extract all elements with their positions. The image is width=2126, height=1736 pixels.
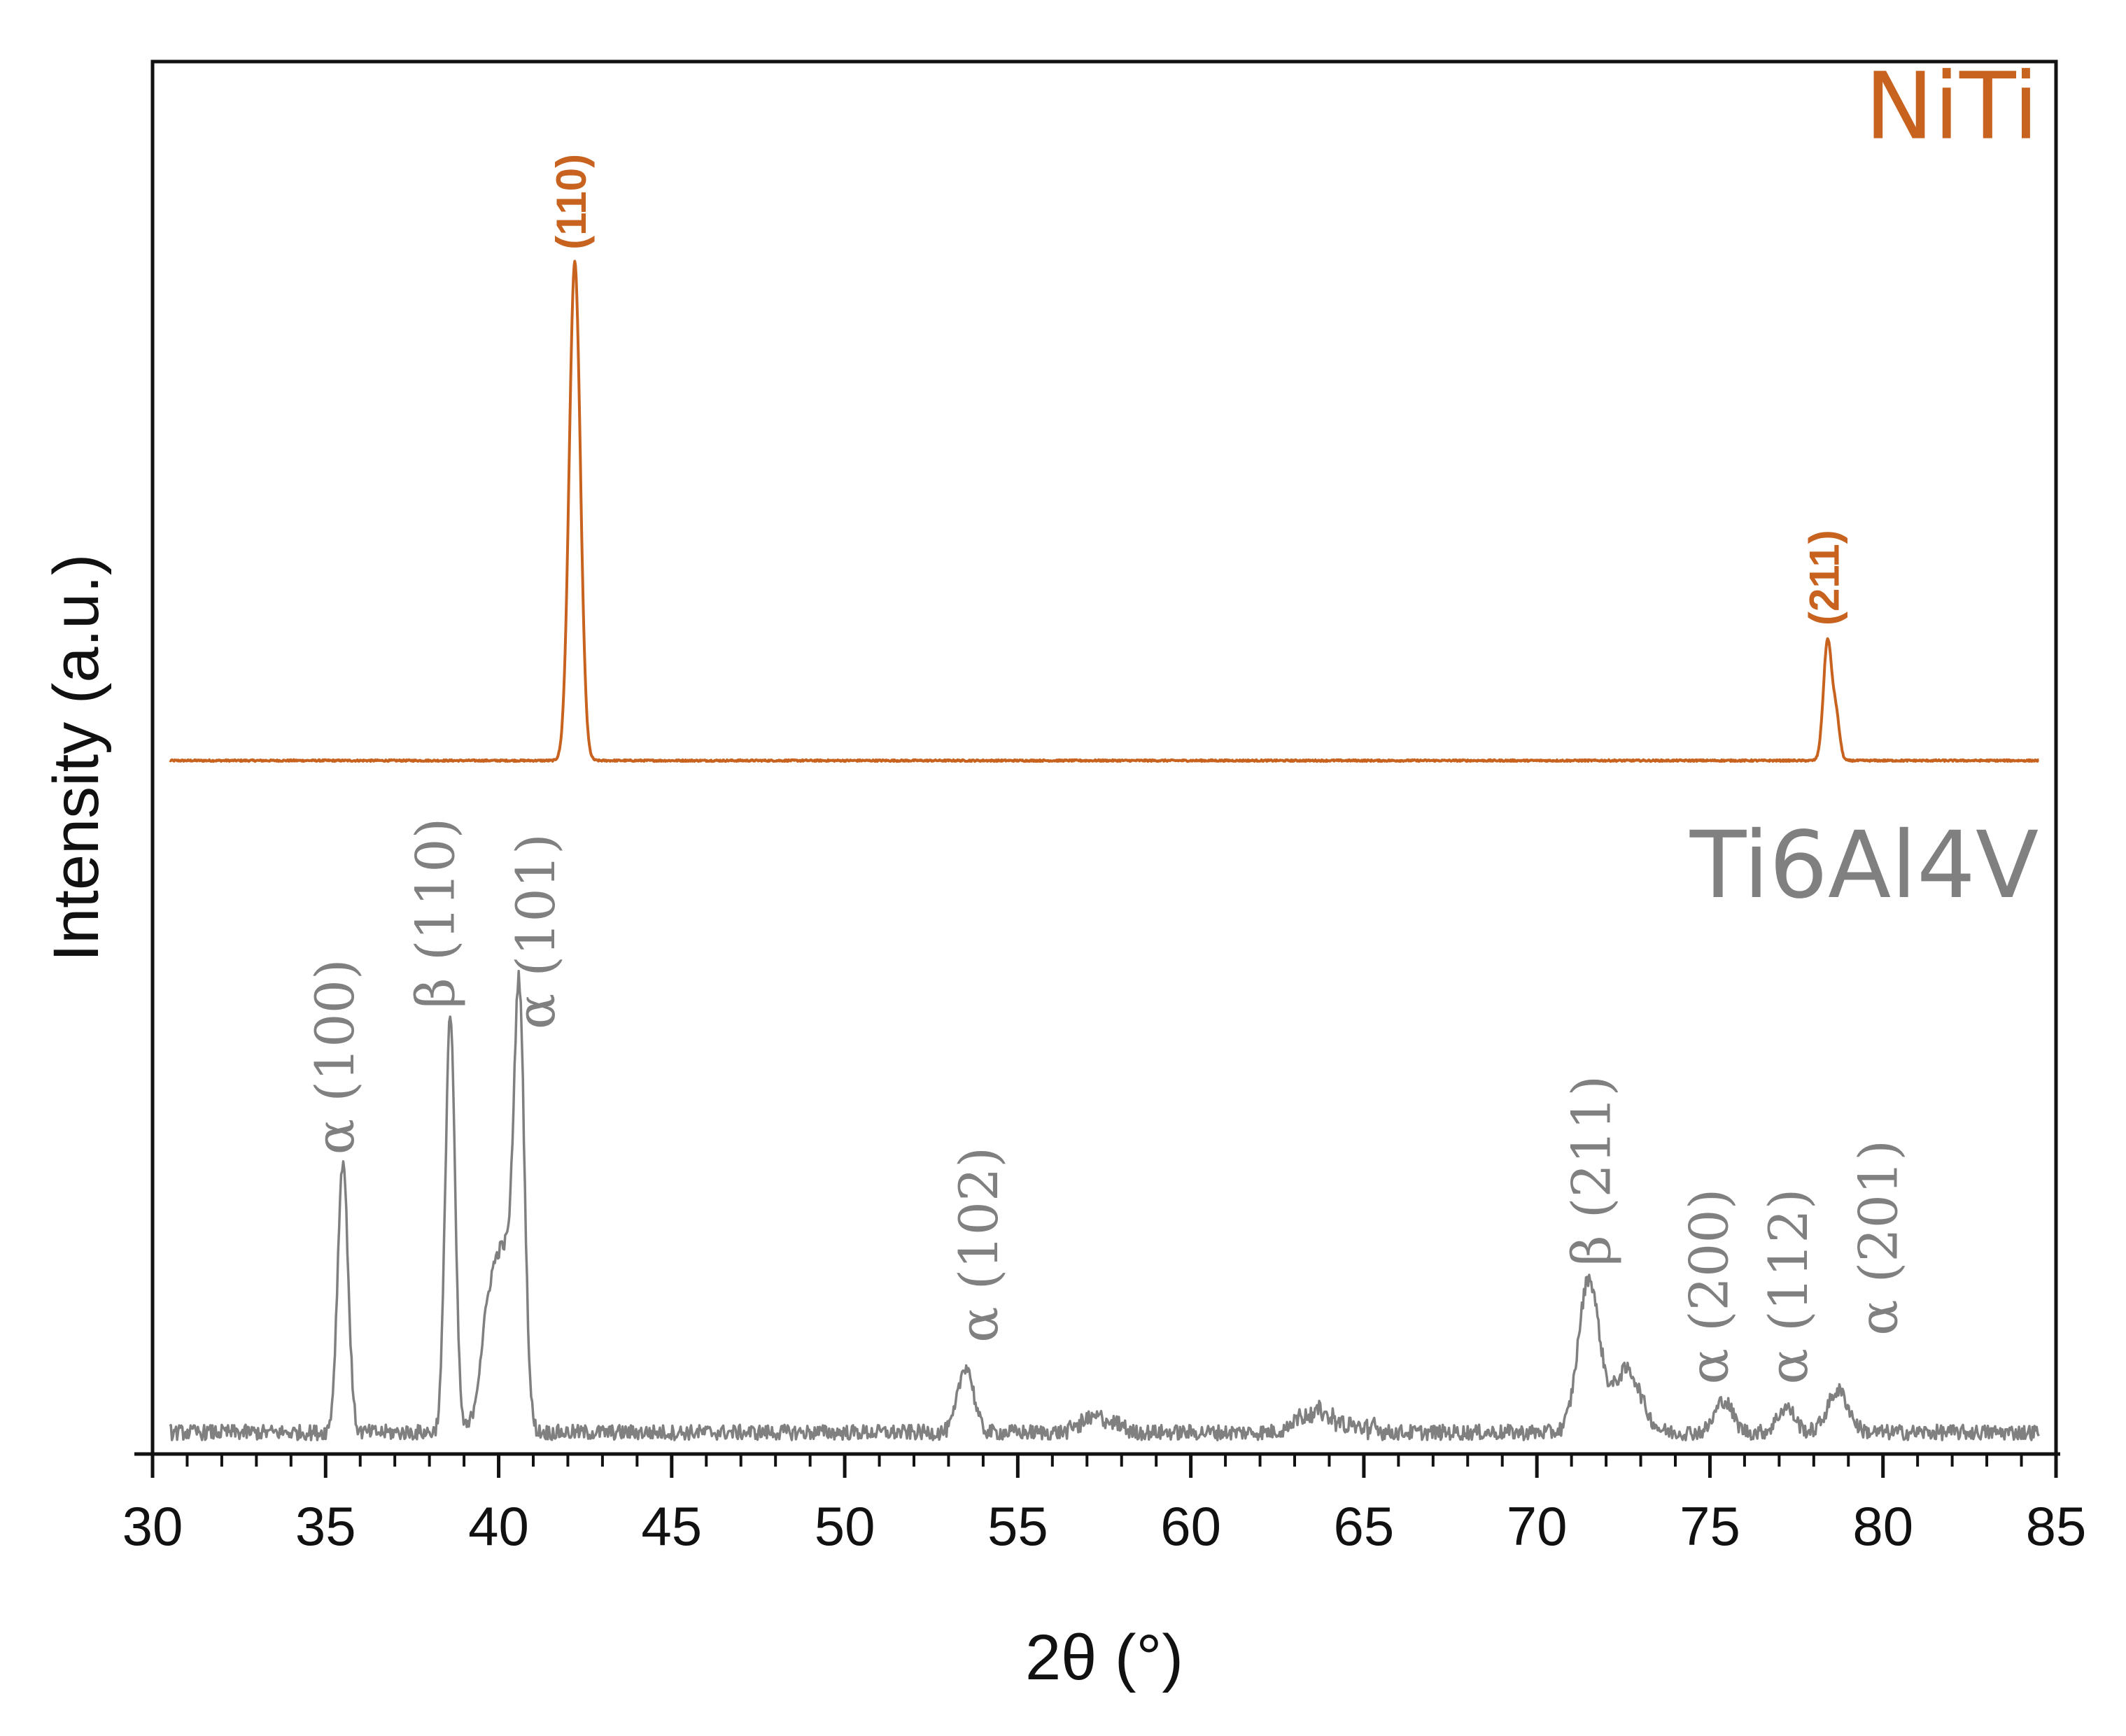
x-axis-title: 2θ (°) (1025, 1622, 1183, 1693)
series-name-label: Ti6Al4V (1689, 812, 2039, 919)
peak-label: (211) (1801, 530, 1847, 626)
series-labels: NiTi Ti6Al4V (1689, 52, 2039, 919)
x-tick-label: 75 (1680, 1495, 1740, 1557)
peak-label: α (102) (948, 1147, 1010, 1343)
x-tick-label: 60 (1160, 1495, 1221, 1557)
peak-label: (110) (548, 154, 595, 250)
x-tick-label: 35 (295, 1495, 356, 1557)
x-tick-label: 65 (1334, 1495, 1395, 1557)
peak-label: α (200) (1677, 1189, 1740, 1385)
peak-label: β (110) (404, 818, 467, 1008)
x-tick-label: 80 (1852, 1495, 1913, 1557)
series-name-label: NiTi (1865, 52, 2039, 160)
y-axis-title: Intensity (a.u.) (41, 554, 112, 962)
series-layer (169, 260, 2040, 1441)
x-tick-label: 30 (122, 1495, 183, 1557)
x-ticks: 30 35 40 45 50 55 60 65 70 75 80 85 (122, 1454, 2087, 1557)
peak-label: β (211) (1560, 1075, 1622, 1266)
x-tick-label: 50 (815, 1495, 875, 1557)
peak-label: α (201) (1847, 1140, 1910, 1336)
x-tick-label: 40 (468, 1495, 529, 1557)
peak-labels: (110) (211) α (100) β (110) α (101) α (102) β … (304, 154, 1910, 1385)
peak-label: α (112) (1757, 1189, 1819, 1385)
peak-label: α (100) (304, 959, 366, 1155)
x-tick-label: 55 (987, 1495, 1048, 1557)
x-tick-label: 45 (641, 1495, 702, 1557)
series-line-ti6al4v (169, 969, 2040, 1441)
x-tick-label: 70 (1507, 1495, 1568, 1557)
series-line-niti (169, 260, 2040, 763)
peak-label: α (101) (505, 833, 567, 1029)
x-tick-label: 85 (2026, 1495, 2087, 1557)
